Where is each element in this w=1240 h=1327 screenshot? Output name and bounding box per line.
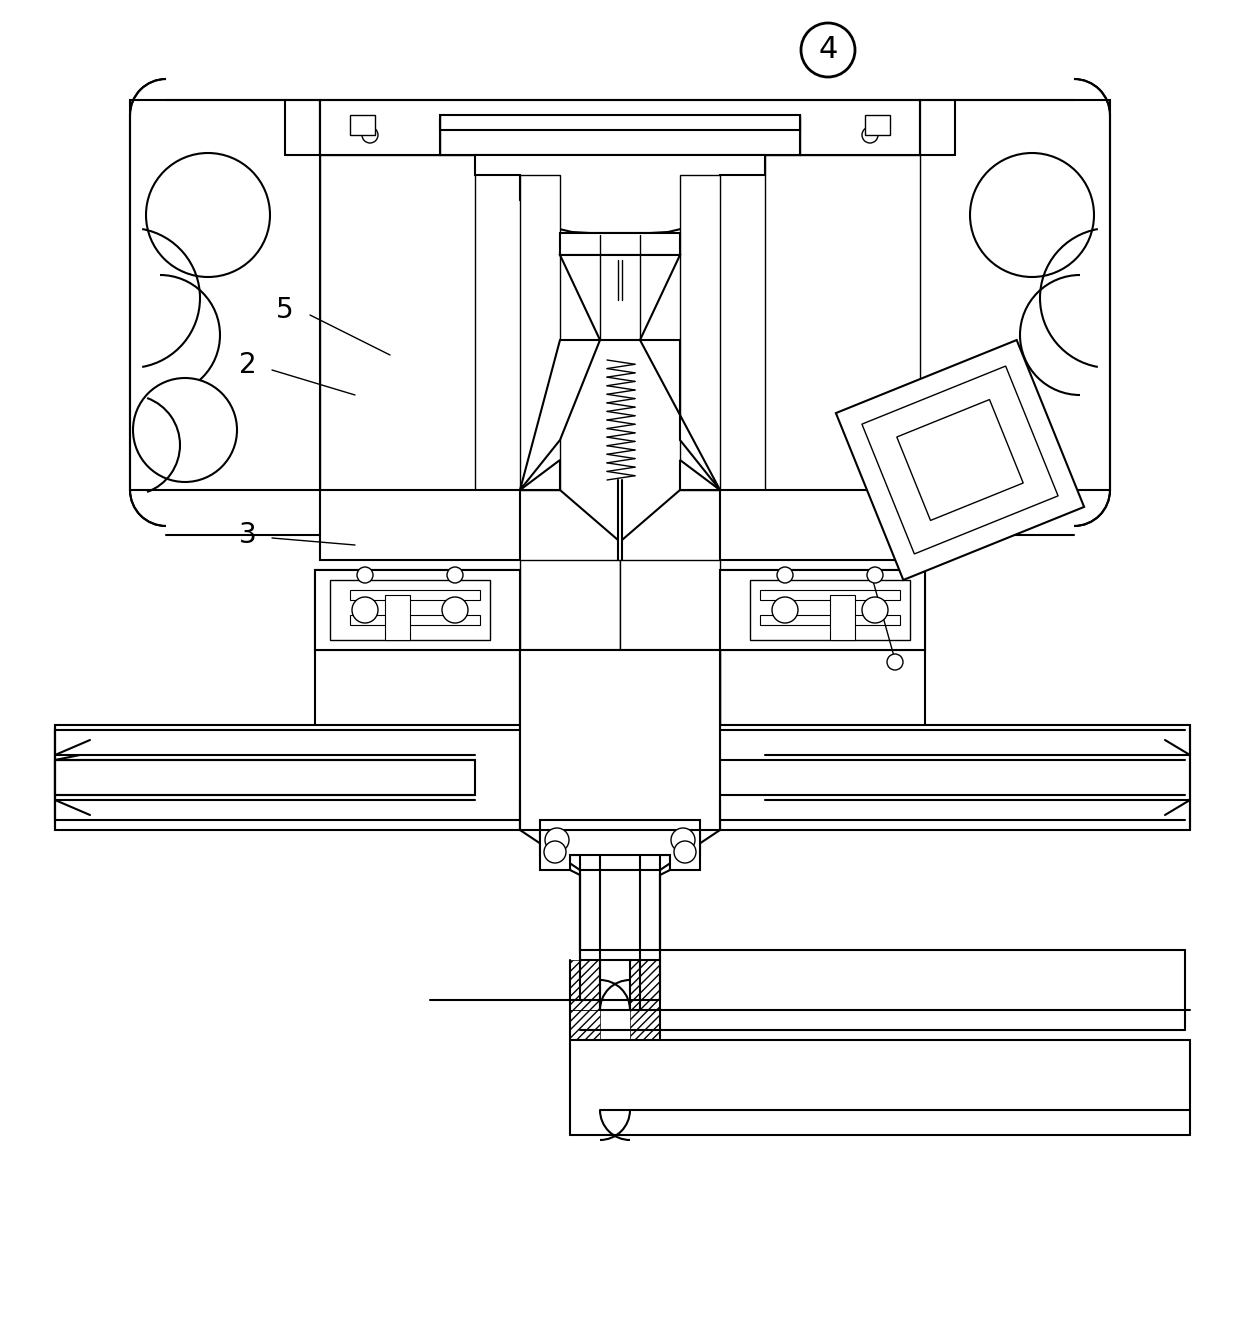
Circle shape (887, 654, 903, 670)
Polygon shape (560, 255, 680, 340)
Polygon shape (760, 591, 900, 600)
Circle shape (352, 597, 378, 622)
Polygon shape (320, 155, 475, 490)
Polygon shape (315, 571, 925, 650)
Circle shape (777, 567, 794, 583)
Polygon shape (315, 650, 520, 800)
Circle shape (357, 567, 373, 583)
Circle shape (146, 153, 270, 277)
Polygon shape (520, 460, 560, 490)
Polygon shape (330, 580, 490, 640)
Polygon shape (836, 340, 1084, 580)
Polygon shape (862, 366, 1058, 553)
Polygon shape (720, 571, 925, 650)
Polygon shape (760, 614, 900, 625)
Text: 4: 4 (818, 36, 838, 65)
Polygon shape (897, 399, 1023, 520)
Polygon shape (130, 100, 320, 490)
Polygon shape (620, 560, 720, 800)
Polygon shape (440, 119, 800, 155)
Text: 5: 5 (277, 296, 294, 324)
Polygon shape (539, 820, 701, 871)
Polygon shape (720, 490, 920, 560)
Text: 3: 3 (239, 522, 257, 549)
Circle shape (801, 23, 856, 77)
Polygon shape (680, 175, 720, 490)
Text: 2: 2 (239, 352, 257, 380)
Polygon shape (475, 155, 765, 234)
Polygon shape (320, 490, 520, 560)
Polygon shape (350, 591, 480, 600)
Polygon shape (920, 100, 1110, 490)
Circle shape (546, 828, 569, 852)
Polygon shape (750, 580, 910, 640)
Circle shape (970, 153, 1094, 277)
Polygon shape (350, 614, 480, 625)
Polygon shape (520, 650, 720, 800)
Polygon shape (640, 340, 720, 490)
Polygon shape (720, 650, 925, 800)
Circle shape (133, 378, 237, 482)
Polygon shape (440, 115, 800, 130)
Circle shape (441, 597, 467, 622)
Circle shape (362, 127, 378, 143)
Polygon shape (520, 650, 720, 959)
Circle shape (862, 597, 888, 622)
Polygon shape (680, 460, 720, 490)
Polygon shape (350, 115, 374, 135)
Polygon shape (320, 100, 920, 155)
Polygon shape (520, 175, 560, 490)
Polygon shape (765, 155, 920, 490)
Polygon shape (55, 760, 475, 795)
Polygon shape (55, 730, 520, 820)
Polygon shape (520, 340, 600, 490)
Circle shape (544, 841, 565, 863)
Polygon shape (539, 829, 701, 871)
Circle shape (675, 841, 696, 863)
Circle shape (867, 567, 883, 583)
Polygon shape (560, 234, 680, 255)
Polygon shape (830, 594, 856, 640)
Polygon shape (384, 594, 410, 640)
Polygon shape (866, 115, 890, 135)
Polygon shape (55, 725, 520, 829)
Polygon shape (720, 725, 1190, 829)
Circle shape (773, 597, 799, 622)
Polygon shape (520, 560, 620, 800)
Circle shape (671, 828, 694, 852)
Circle shape (862, 127, 878, 143)
Polygon shape (720, 730, 1185, 820)
Circle shape (446, 567, 463, 583)
Polygon shape (315, 571, 520, 650)
